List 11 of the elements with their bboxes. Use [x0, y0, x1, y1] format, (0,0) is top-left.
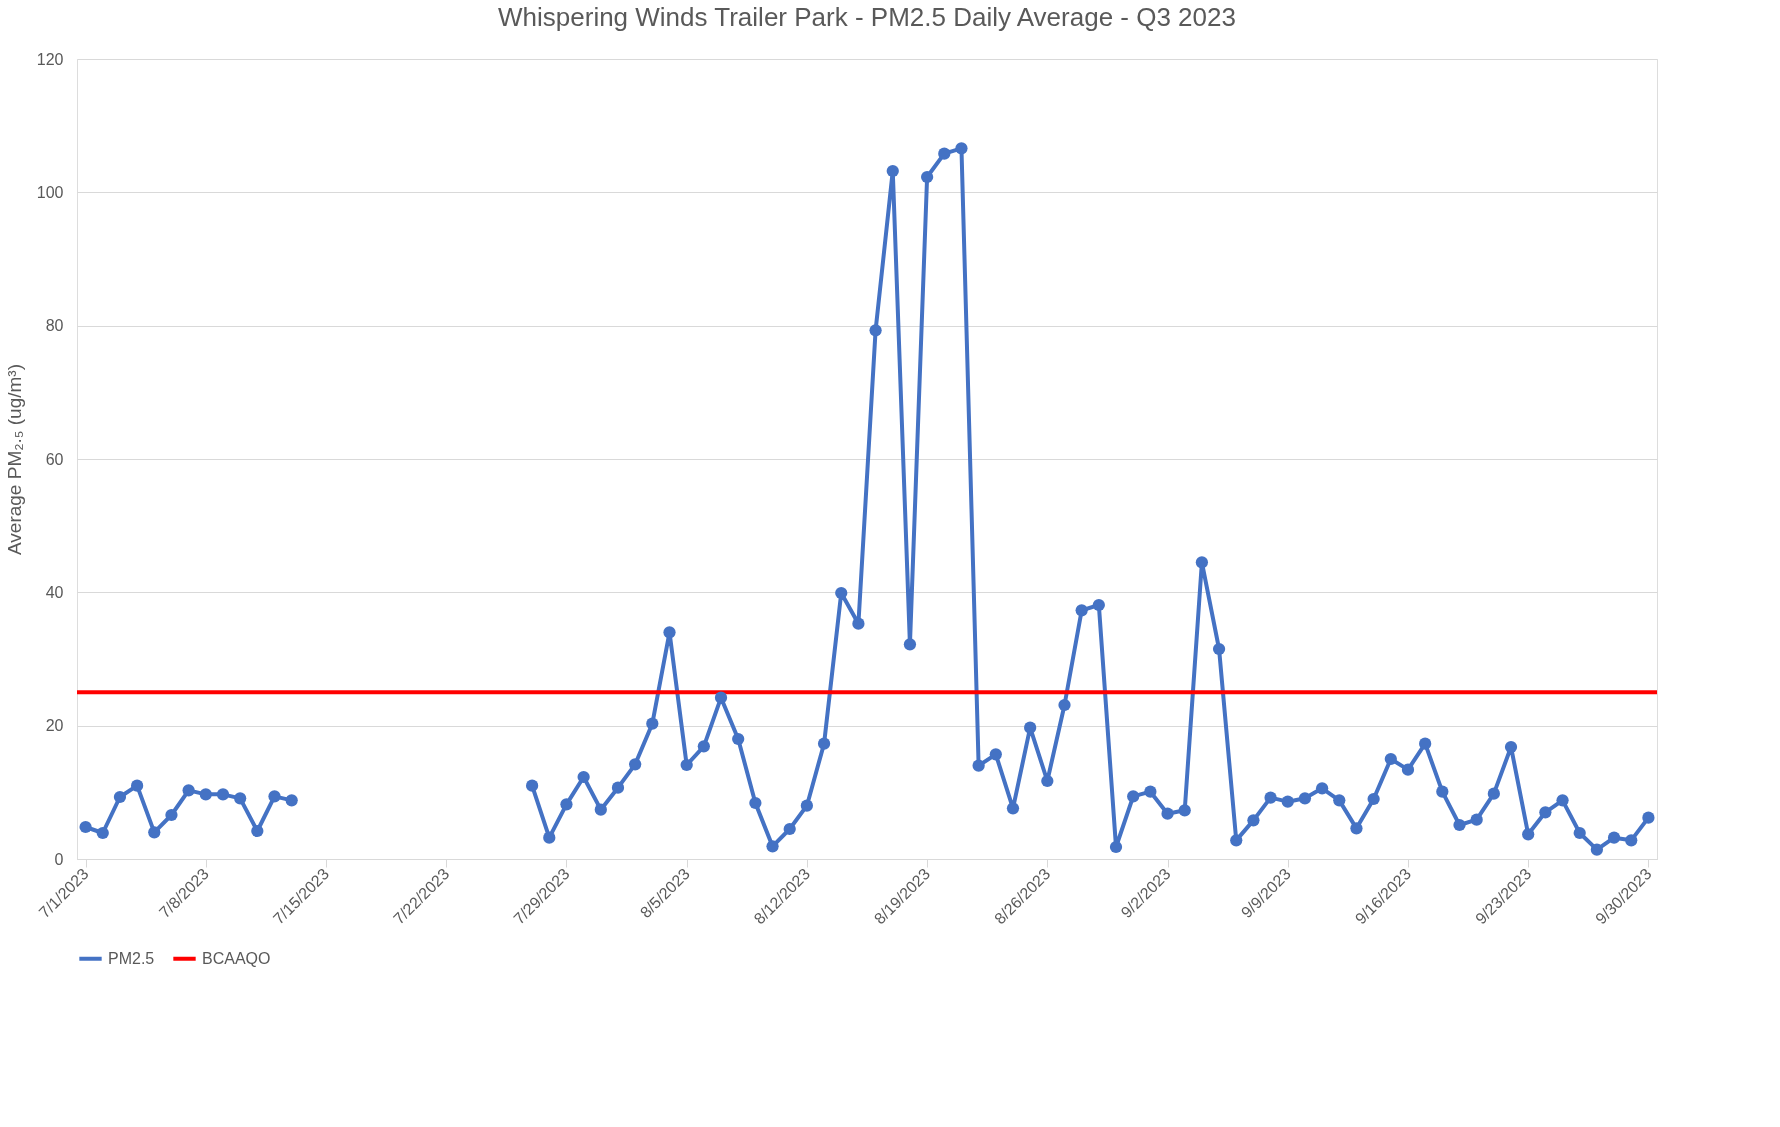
y-tick-label: 0	[54, 850, 64, 868]
legend-label: PM2.5	[108, 949, 155, 967]
legend-label: BCAAQO	[202, 949, 271, 967]
y-tick-label: 60	[45, 450, 64, 468]
y-tick-label: 20	[45, 717, 64, 735]
y-tick-label: 100	[36, 183, 64, 201]
y-tick-label: 40	[45, 583, 64, 601]
chart-title: Whispering Winds Trailer Park - PM2.5 Daily Average - Q3 2023	[498, 2, 1236, 32]
y-axis-title: Average PM₂.₅ (ug/m³)	[3, 363, 25, 556]
y-tick-label: 120	[36, 50, 64, 68]
y-tick-label: 80	[45, 317, 64, 335]
